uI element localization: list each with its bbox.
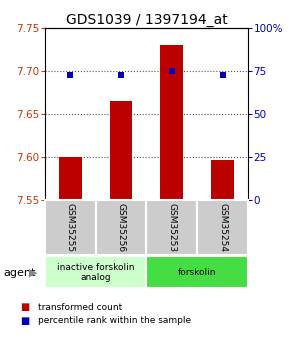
Bar: [59, 157, 82, 200]
Text: GSM35254: GSM35254: [218, 203, 227, 252]
Text: GSM35255: GSM35255: [66, 203, 75, 252]
Bar: [110, 101, 133, 200]
Bar: [160, 45, 183, 200]
Text: GSM35256: GSM35256: [117, 203, 126, 252]
Text: percentile rank within the sample: percentile rank within the sample: [38, 316, 191, 325]
Text: forskolin: forskolin: [178, 268, 216, 277]
Bar: [197, 200, 248, 255]
Text: GSM35253: GSM35253: [167, 203, 176, 252]
Bar: [211, 159, 234, 200]
Text: ▶: ▶: [29, 268, 37, 277]
Bar: [146, 200, 197, 255]
Text: inactive forskolin
analog: inactive forskolin analog: [57, 263, 135, 282]
Text: ■: ■: [20, 302, 30, 312]
Text: ■: ■: [20, 316, 30, 326]
Bar: [146, 256, 248, 288]
Bar: [45, 200, 96, 255]
Bar: [96, 200, 146, 255]
Text: agent: agent: [3, 268, 35, 277]
Title: GDS1039 / 1397194_at: GDS1039 / 1397194_at: [66, 12, 227, 27]
Text: transformed count: transformed count: [38, 303, 122, 312]
Bar: [45, 256, 146, 288]
